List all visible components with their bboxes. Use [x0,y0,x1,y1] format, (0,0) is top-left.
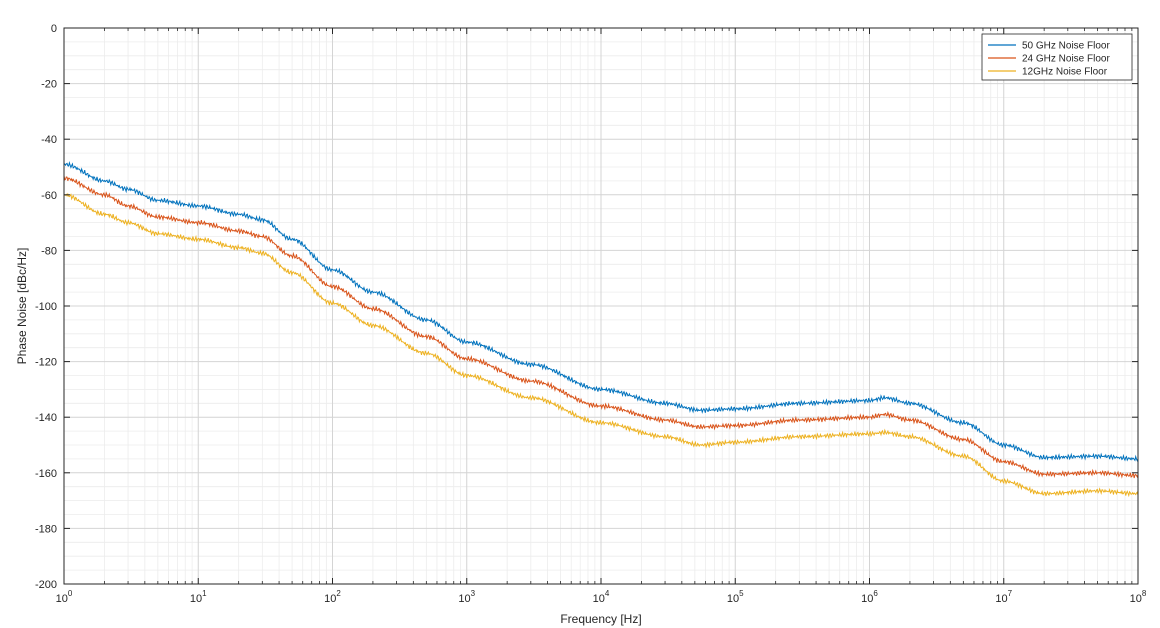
y-tick-label: 0 [51,23,57,35]
legend-label-2: 24 GHz Noise Floor [1022,54,1110,65]
legend-box [981,33,1133,81]
grid-lines [63,27,1139,585]
x-tick-label: 104 [593,589,610,605]
y-tick-label: -140 [35,412,57,424]
x-tick-label: 106 [861,589,878,605]
legend-label-3: 12GHz Noise Floor [1022,67,1108,78]
legend-label-1: 50 GHz Noise Floor [1022,41,1110,52]
y-tick-label: -160 [35,468,57,480]
x-tick-label: 107 [995,589,1012,605]
series-line-1 [63,160,1139,462]
x-tick-label: 105 [727,589,744,605]
y-tick-label: -200 [35,579,57,591]
y-tick-label: -180 [35,523,57,535]
y-tick-label: -100 [35,301,57,313]
y-tick-label: -40 [41,134,57,146]
legend: 50 GHz Noise Floor 24 GHz Noise Floor 12GH… [981,33,1133,81]
y-tick-label: -20 [41,79,57,91]
series-line-3 [63,192,1139,498]
y-tick-label: -120 [35,357,57,369]
y-axis-label: Phase Noise [dBc/Hz] [15,248,29,365]
tick-labels: 100 101 102 103 104 105 106 107 108 0 -20 -40 -60 -80… [35,23,1147,605]
y-tick-label: -80 [41,245,57,257]
series-layer [63,160,1139,498]
x-tick-label: 108 [1130,589,1147,605]
x-tick-label: 100 [56,589,73,605]
x-tick-label: 102 [324,589,341,605]
x-tick-label: 103 [458,589,475,605]
series-line-2 [63,175,1139,479]
x-axis-label: Frequency [Hz] [560,612,641,626]
axis-ticks [63,27,1139,585]
y-tick-label: -60 [41,190,57,202]
x-tick-label: 101 [190,589,207,605]
